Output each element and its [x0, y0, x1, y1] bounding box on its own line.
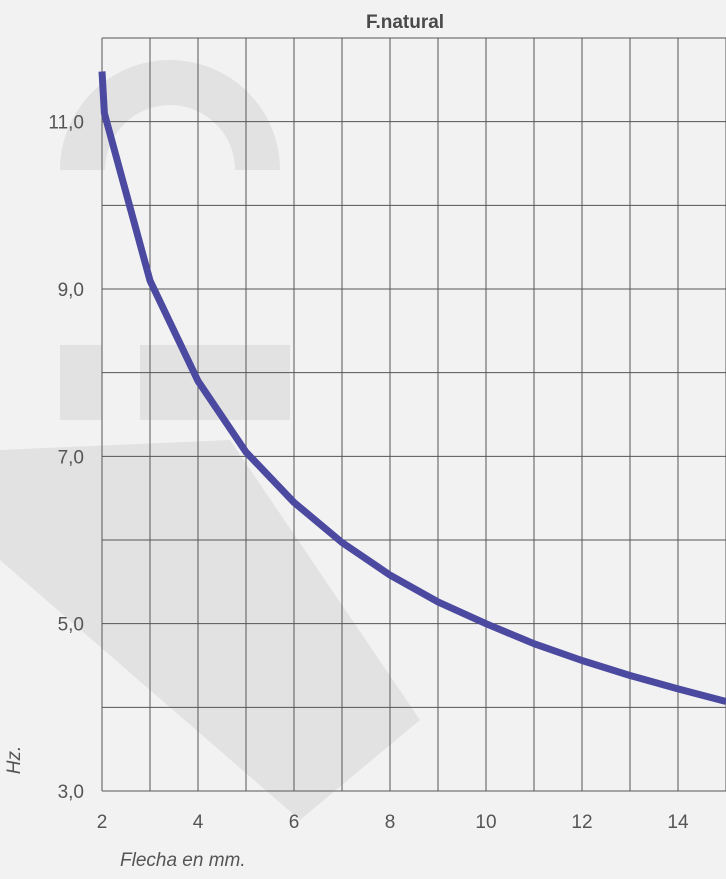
- x-tick-label: 2: [97, 812, 108, 833]
- y-tick-label: 3,0: [58, 782, 84, 803]
- y-axis-ticks: 3,0 5,0 7,0 9,0 11,0: [48, 113, 84, 803]
- y-axis-label: Hz.: [4, 746, 25, 775]
- series-line: [98, 71, 726, 705]
- x-tick-label: 8: [385, 812, 396, 833]
- logo-watermark: [0, 60, 420, 820]
- y-tick-label: 5,0: [58, 615, 84, 636]
- x-tick-label: 14: [667, 812, 689, 833]
- x-tick-label: 6: [289, 812, 300, 833]
- x-tick-label: 12: [571, 812, 592, 833]
- chart-grid: [101, 37, 726, 792]
- x-tick-label: 4: [193, 812, 204, 833]
- x-tick-label: 10: [475, 812, 496, 833]
- chart-series: [98, 71, 726, 705]
- x-axis-label: Flecha en mm.: [120, 850, 246, 871]
- y-tick-label: 9,0: [58, 280, 84, 301]
- x-axis-ticks: 2 4 6 8 10 12 14: [97, 812, 689, 833]
- chart-title: F.natural: [366, 12, 444, 33]
- y-tick-label: 7,0: [58, 447, 84, 468]
- y-tick-label: 11,0: [48, 113, 84, 134]
